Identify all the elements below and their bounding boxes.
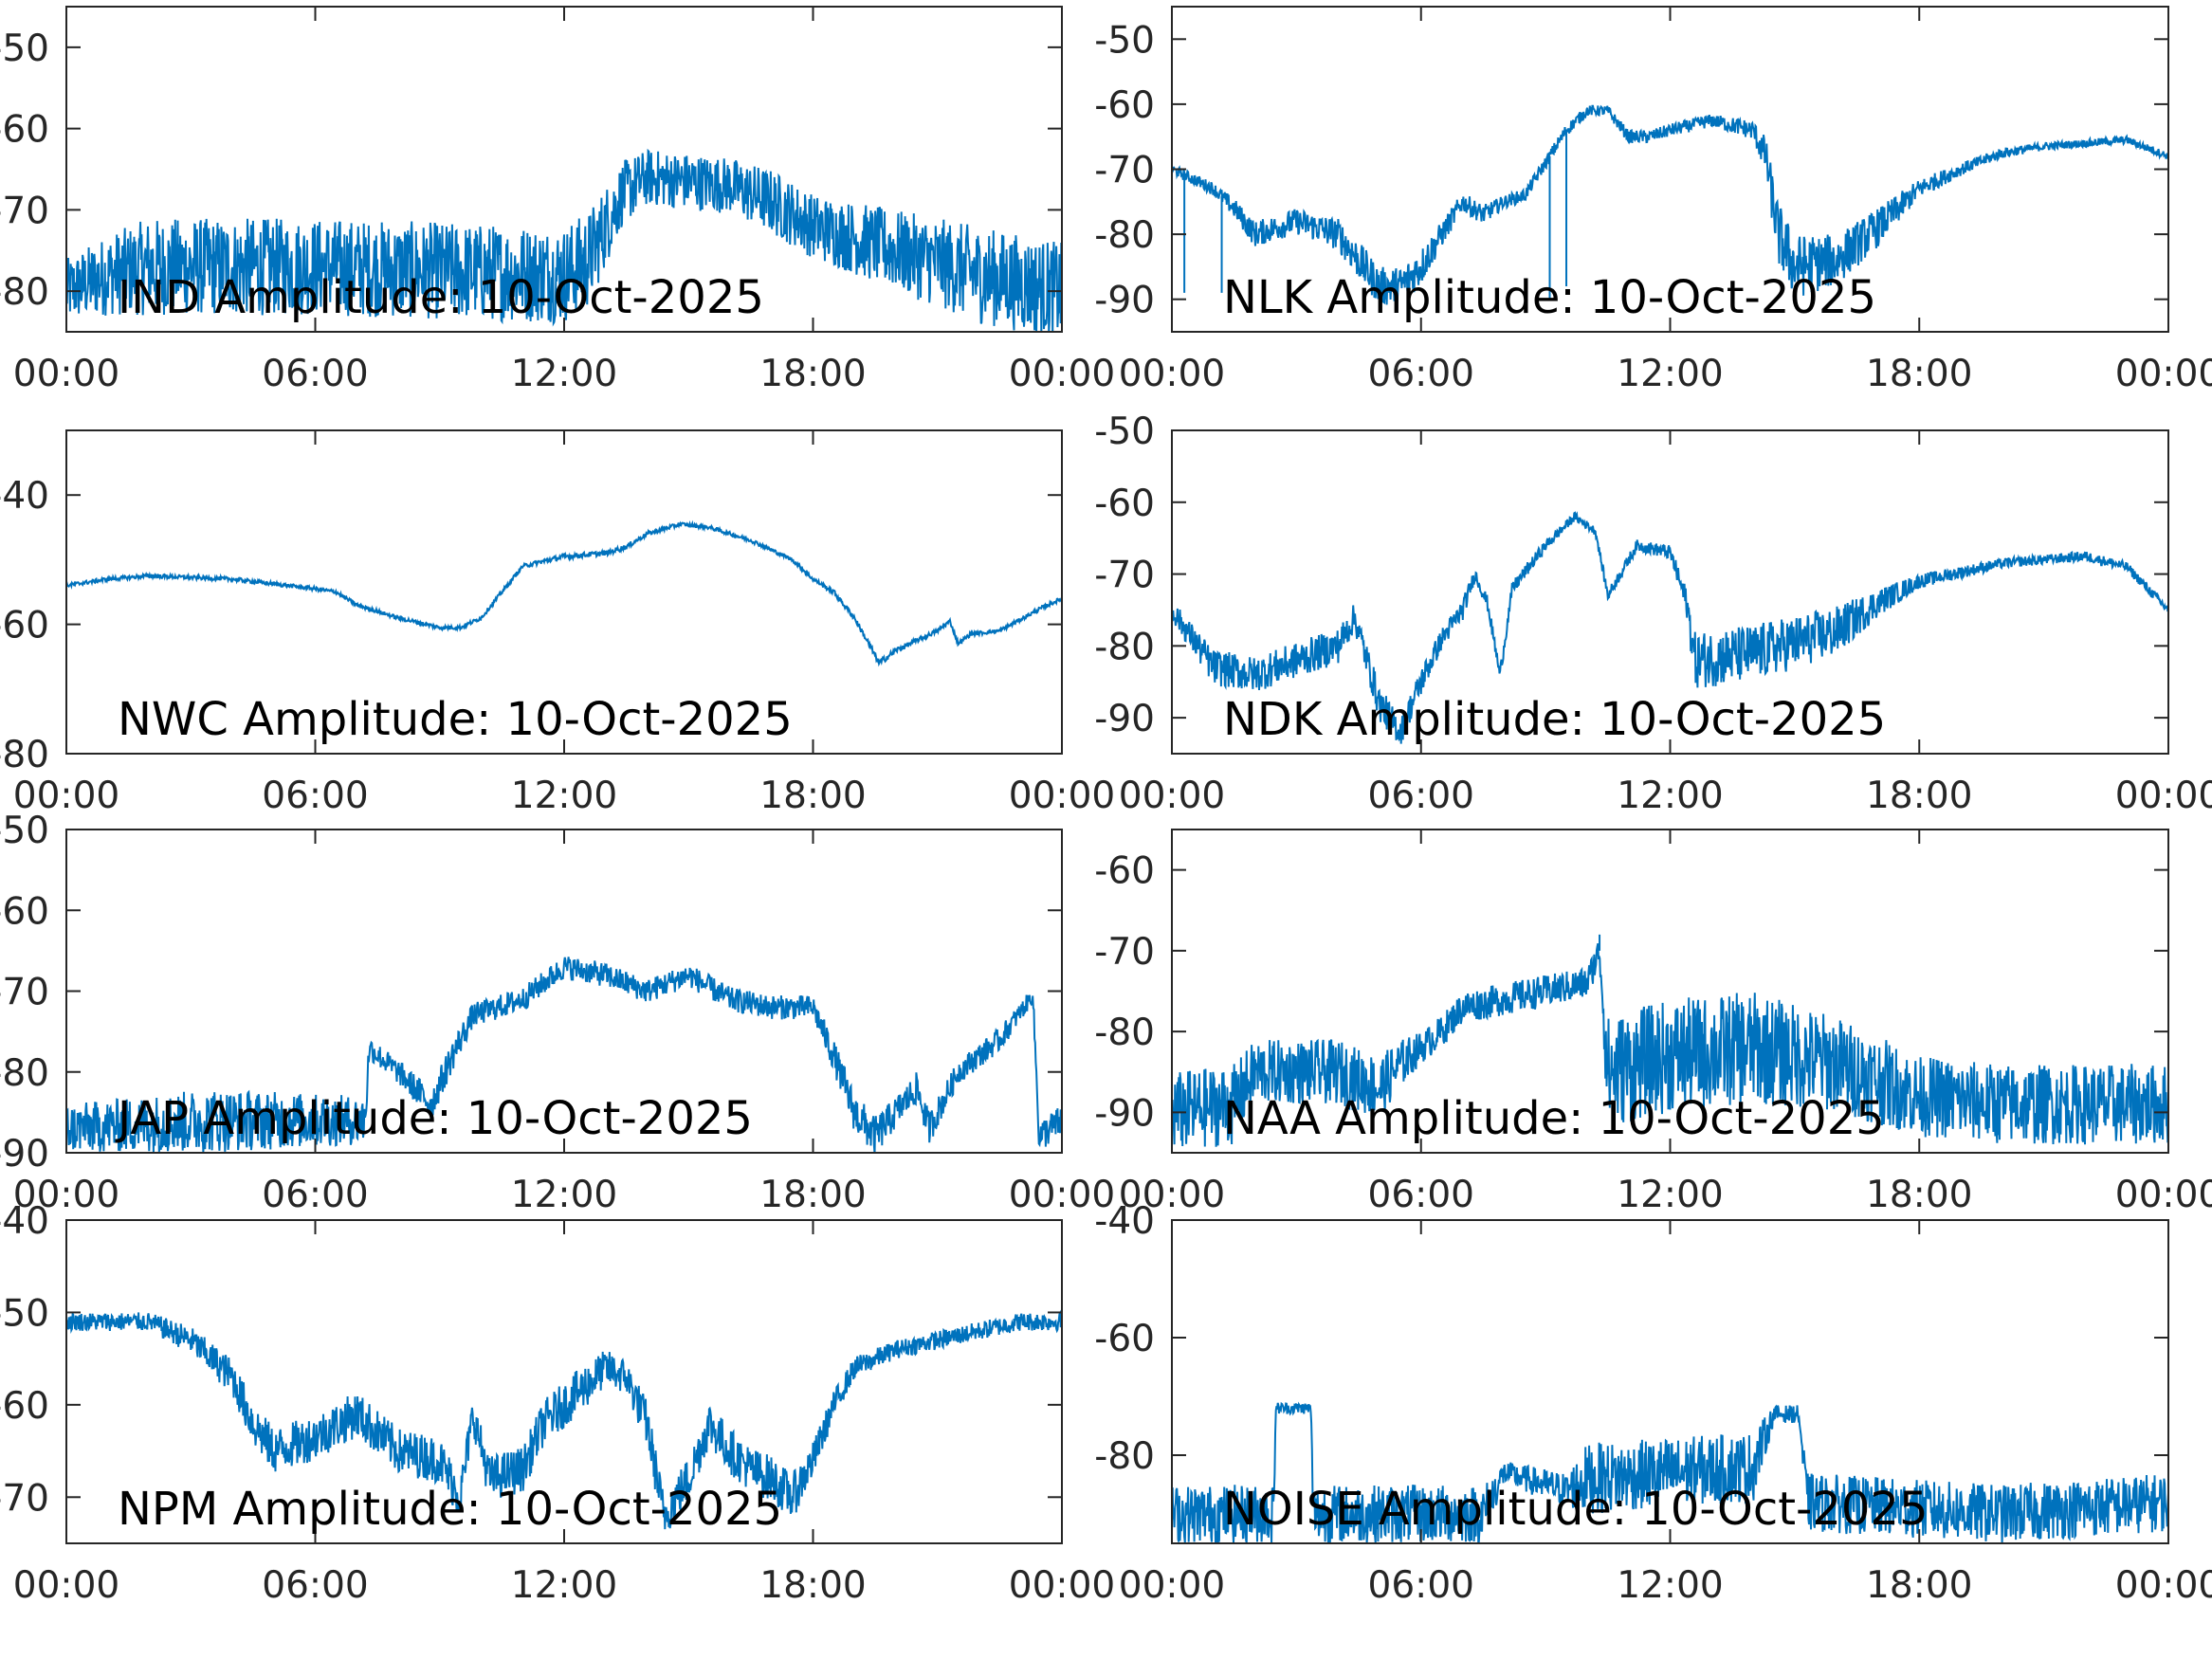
series-line — [66, 148, 1062, 332]
x-tick-label: 12:00 — [511, 1174, 617, 1216]
series-line — [1172, 943, 2168, 1147]
y-tick-label: -80 — [1094, 214, 1155, 257]
y-tick-label: -60 — [1094, 84, 1155, 127]
x-tick-label: 00:00 — [2115, 1564, 2212, 1607]
y-tick-label: -60 — [1094, 483, 1155, 525]
x-tick-label: 00:00 — [1009, 1564, 1115, 1607]
y-tick-label: -90 — [1094, 1092, 1155, 1135]
x-tick-label: 18:00 — [759, 353, 866, 395]
x-tick-label: 12:00 — [1617, 353, 1723, 395]
x-tick-label: 00:00 — [2115, 775, 2212, 817]
series-line — [66, 957, 1062, 1153]
y-tick-label: -70 — [0, 190, 49, 232]
x-tick-label: 06:00 — [1368, 1564, 1474, 1607]
x-tick-label: 12:00 — [511, 1564, 617, 1607]
x-tick-label: 06:00 — [262, 1174, 368, 1216]
y-tick-label: -80 — [1094, 1435, 1155, 1478]
x-tick-label: 18:00 — [1866, 353, 1972, 395]
y-tick-label: -70 — [0, 972, 49, 1014]
x-tick-label: 00:00 — [1009, 353, 1115, 395]
panel-title: IND Amplitude: 10-Oct-2025 — [118, 271, 764, 324]
x-tick-label: 06:00 — [262, 775, 368, 817]
panel-nwc: 00:00 06:00 12:00 18:00 00:00 -40 -60 -80 NWC Am… — [0, 429, 1115, 817]
y-tick-label: -90 — [1094, 698, 1155, 740]
x-tick-label: 18:00 — [1866, 1564, 1972, 1607]
x-tick-label: 00:00 — [1119, 1174, 1225, 1216]
y-tick-label: -50 — [1094, 410, 1155, 453]
panel-title: NDK Amplitude: 10-Oct-2025 — [1223, 693, 1886, 746]
panel-ndk: 00:00 06:00 12:00 18:00 00:00 -50 -60 -70 -80 -90… — [1094, 410, 2212, 817]
x-tick-label: 18:00 — [1866, 1174, 1972, 1216]
y-tick-label: -60 — [0, 109, 49, 152]
series-line — [66, 1309, 1062, 1530]
x-tick-label: 00:00 — [13, 1174, 119, 1216]
x-tick-label: 00:00 — [2115, 353, 2212, 395]
x-tick-label: 00:00 — [1009, 1174, 1115, 1216]
y-tick-label: -70 — [1094, 931, 1155, 974]
y-tick-label: -90 — [0, 1133, 49, 1176]
x-tick-label: 12:00 — [1617, 775, 1723, 817]
x-tick-label: 00:00 — [2115, 1174, 2212, 1216]
x-tick-label: 00:00 — [1119, 1564, 1225, 1607]
y-tick-label: -40 — [1094, 1200, 1155, 1243]
series-line — [1172, 1401, 2168, 1543]
y-tick-label: -80 — [0, 1052, 49, 1095]
y-tick-label: -70 — [1094, 555, 1155, 597]
panel-noise: 00:00 06:00 12:00 18:00 00:00 -40 -60 -80 NOISE … — [1094, 1200, 2212, 1607]
x-tick-label: 00:00 — [13, 353, 119, 395]
x-tick-label: 00:00 — [13, 775, 119, 817]
panel-jap: 00:00 06:00 12:00 18:00 00:00 -50 -60 -70 -80 -90… — [0, 810, 1115, 1216]
panel-title: NAA Amplitude: 10-Oct-2025 — [1223, 1092, 1885, 1145]
y-tick-label: -40 — [0, 475, 49, 518]
x-tick-label: 06:00 — [1368, 1174, 1474, 1216]
panel-title: NWC Amplitude: 10-Oct-2025 — [118, 693, 793, 746]
y-tick-label: -50 — [0, 810, 49, 852]
y-tick-label: -80 — [0, 734, 49, 776]
x-tick-label: 18:00 — [759, 775, 866, 817]
y-tick-label: -70 — [0, 1477, 49, 1520]
x-tick-label: 18:00 — [1866, 775, 1972, 817]
x-tick-label: 06:00 — [262, 1564, 368, 1607]
y-tick-label: -80 — [1094, 1012, 1155, 1054]
y-tick-label: -60 — [0, 890, 49, 933]
y-tick-label: -60 — [0, 1385, 49, 1428]
panel-npm: 00:00 06:00 12:00 18:00 00:00 -40 -50 -60 -70 NPM… — [0, 1200, 1115, 1607]
series-line — [1172, 104, 2168, 306]
x-tick-label: 06:00 — [262, 353, 368, 395]
y-tick-label: -80 — [0, 271, 49, 314]
x-tick-label: 12:00 — [511, 775, 617, 817]
x-tick-label: 12:00 — [1617, 1564, 1723, 1607]
x-tick-label: 00:00 — [1009, 775, 1115, 817]
x-tick-label: 00:00 — [1119, 353, 1225, 395]
x-tick-label: 06:00 — [1368, 775, 1474, 817]
y-tick-label: -70 — [1094, 150, 1155, 192]
y-tick-label: -90 — [1094, 280, 1155, 322]
x-tick-label: 18:00 — [759, 1174, 866, 1216]
y-tick-label: -60 — [0, 605, 49, 647]
x-tick-label: 12:00 — [511, 353, 617, 395]
series-line — [66, 520, 1062, 667]
y-tick-label: -60 — [1094, 850, 1155, 893]
y-tick-label: -50 — [0, 1292, 49, 1335]
x-tick-label: 18:00 — [759, 1564, 866, 1607]
panel-ind: 00:00 06:00 12:00 18:00 00:00 -50 -60 -70 -80 IND… — [0, 6, 1115, 395]
series-line — [1172, 511, 2168, 744]
y-tick-label: -40 — [0, 1200, 49, 1243]
y-tick-label: -50 — [0, 27, 49, 70]
x-tick-label: 00:00 — [13, 1564, 119, 1607]
panel-nlk: 00:00 06:00 12:00 18:00 00:00 -50 -60 -70 -80 -90… — [1094, 6, 2212, 395]
panel-title: NPM Amplitude: 10-Oct-2025 — [118, 1483, 782, 1536]
y-tick-label: -80 — [1094, 626, 1155, 668]
panel-title: JAP Amplitude: 10-Oct-2025 — [115, 1092, 753, 1145]
panel-naa: 00:00 06:00 12:00 18:00 00:00 -60 -70 -80 -90 NAA… — [1094, 829, 2212, 1216]
panel-title: NOISE Amplitude: 10-Oct-2025 — [1223, 1483, 1929, 1536]
x-tick-label: 06:00 — [1368, 353, 1474, 395]
panel-title: NLK Amplitude: 10-Oct-2025 — [1223, 271, 1876, 324]
y-tick-label: -60 — [1094, 1318, 1155, 1360]
x-tick-label: 00:00 — [1119, 775, 1225, 817]
y-tick-label: -50 — [1094, 19, 1155, 62]
x-tick-label: 12:00 — [1617, 1174, 1723, 1216]
